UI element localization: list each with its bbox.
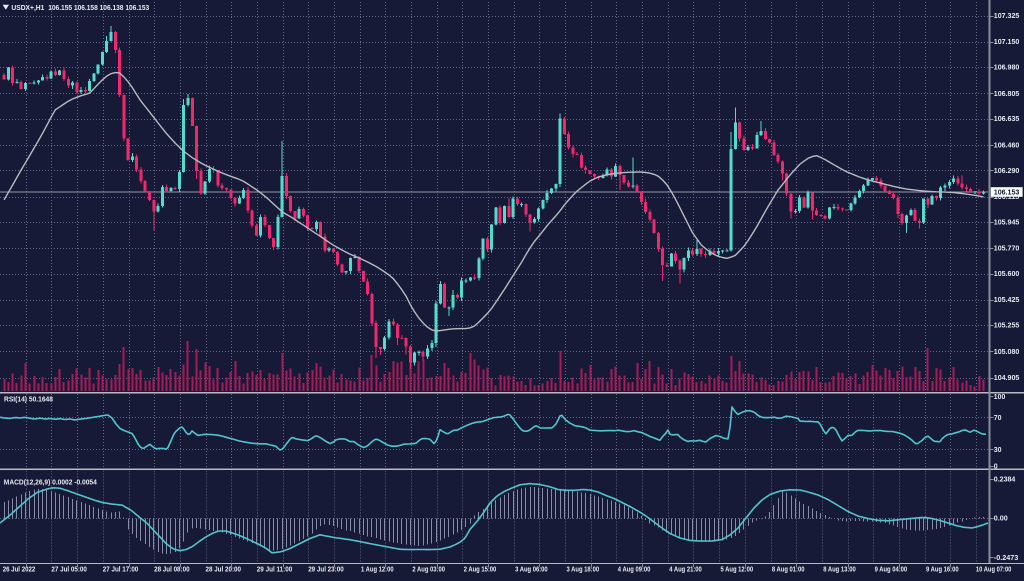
svg-text:4 Aug 09:00: 4 Aug 09:00 [618, 567, 651, 574]
svg-text:27 Jul 05:00: 27 Jul 05:00 [51, 567, 87, 574]
svg-text:105.770: 105.770 [994, 246, 1020, 253]
svg-text:106.115: 106.115 [994, 194, 1020, 201]
svg-text:3 Aug 06:00: 3 Aug 06:00 [515, 567, 548, 574]
svg-text:107.150: 107.150 [994, 39, 1020, 46]
svg-text:8 Aug 01:00: 8 Aug 01:00 [772, 567, 805, 574]
svg-text:106.290: 106.290 [994, 168, 1020, 175]
svg-text:30: 30 [994, 447, 1002, 454]
svg-text:0.2384: 0.2384 [994, 476, 1016, 483]
svg-text:10 Aug 07:00: 10 Aug 07:00 [976, 567, 1012, 574]
svg-text:2 Aug 15:00: 2 Aug 15:00 [464, 567, 497, 574]
svg-text:105.425: 105.425 [994, 297, 1020, 304]
svg-text:106.635: 106.635 [994, 116, 1020, 123]
svg-text:2 Aug 03:00: 2 Aug 03:00 [412, 567, 445, 574]
svg-text:0.00: 0.00 [994, 516, 1008, 523]
svg-text:105.255: 105.255 [994, 323, 1020, 330]
svg-text:RSI(14) 50.1648: RSI(14) 50.1648 [4, 396, 53, 403]
svg-text:USDX+,H1: USDX+,H1 [11, 5, 44, 12]
svg-text:105.945: 105.945 [994, 219, 1020, 226]
svg-text:5 Aug 12:00: 5 Aug 12:00 [721, 567, 754, 574]
svg-text:4 Aug 21:00: 4 Aug 21:00 [669, 567, 702, 574]
svg-text:105.080: 105.080 [994, 349, 1020, 356]
svg-text:29 Jul 11:00: 29 Jul 11:00 [257, 567, 293, 574]
svg-text:106.460: 106.460 [994, 142, 1020, 149]
svg-text:107.325: 107.325 [994, 13, 1020, 20]
svg-text:MACD(12,26,9) 0.0002 -0.0054: MACD(12,26,9) 0.0002 -0.0054 [4, 479, 97, 486]
svg-text:9 Aug 04:00: 9 Aug 04:00 [875, 567, 908, 574]
svg-text:106.980: 106.980 [994, 65, 1020, 72]
svg-text:9 Aug 16:00: 9 Aug 16:00 [926, 567, 959, 574]
svg-text:106.155 106.158 106.138 106.15: 106.155 106.158 106.138 106.153 [48, 5, 149, 12]
svg-text:105.600: 105.600 [994, 271, 1020, 278]
svg-text:106.805: 106.805 [994, 91, 1020, 98]
svg-text:0: 0 [994, 464, 998, 471]
svg-text:3 Aug 18:00: 3 Aug 18:00 [567, 567, 600, 574]
svg-text:1 Aug 12:00: 1 Aug 12:00 [361, 567, 394, 574]
svg-text:8 Aug 13:00: 8 Aug 13:00 [823, 567, 856, 574]
svg-text:-0.2473: -0.2473 [994, 555, 1019, 562]
svg-text:26 Jul 2022: 26 Jul 2022 [3, 567, 36, 574]
svg-text:104.905: 104.905 [994, 375, 1020, 382]
svg-text:27 Jul 17:00: 27 Jul 17:00 [103, 567, 139, 574]
svg-text:29 Jul 23:00: 29 Jul 23:00 [308, 567, 344, 574]
svg-text:28 Jul 20:00: 28 Jul 20:00 [206, 567, 242, 574]
svg-text:70: 70 [994, 415, 1002, 422]
svg-text:100: 100 [994, 394, 1006, 401]
svg-text:106.153: 106.153 [994, 189, 1020, 196]
svg-text:28 Jul 08:00: 28 Jul 08:00 [154, 567, 190, 574]
